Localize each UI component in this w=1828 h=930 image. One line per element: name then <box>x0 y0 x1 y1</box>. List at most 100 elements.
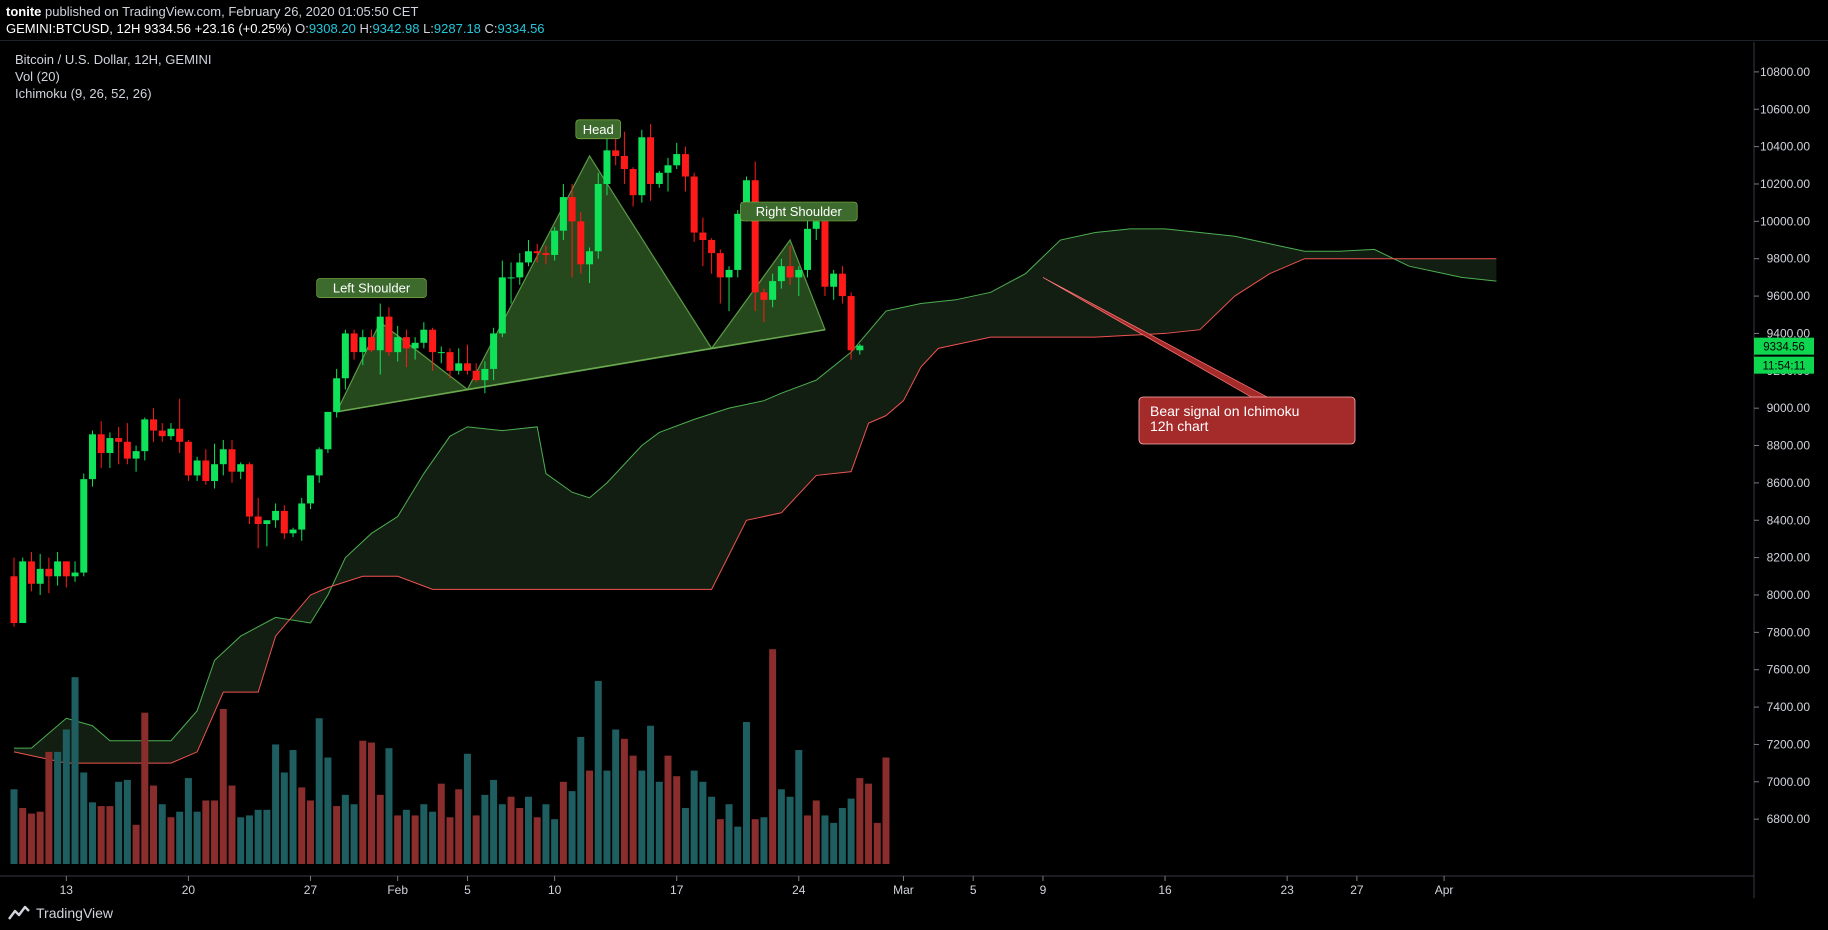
volume-bar <box>368 743 375 864</box>
candle-body <box>813 221 820 228</box>
volume-bar <box>150 786 157 864</box>
legend-ichimoku[interactable]: Ichimoku (9, 26, 52, 26) <box>15 86 152 101</box>
volume-bar <box>560 782 567 864</box>
volume-bar <box>647 726 654 864</box>
tradingview-brand[interactable]: TradingView <box>8 905 113 921</box>
candle-body <box>403 337 410 348</box>
volume-bar <box>516 808 523 864</box>
candle-body <box>141 419 148 451</box>
time-tick-label: 23 <box>1280 883 1294 897</box>
candle-body <box>72 573 79 577</box>
volume-bar <box>385 748 392 864</box>
symbol-label: GEMINI:BTCUSD, 12H <box>6 21 140 36</box>
close-value: 9334.56 <box>498 21 545 36</box>
volume-bar <box>760 817 767 864</box>
candle-body <box>551 231 558 255</box>
candle-body <box>385 317 392 352</box>
candle-body <box>821 221 828 286</box>
candle-body <box>281 511 288 533</box>
candle-body <box>115 438 122 442</box>
volume-bar <box>621 739 628 864</box>
price-tick-label: 10400.00 <box>1760 140 1810 154</box>
volume-bar <box>525 797 532 864</box>
volume-bar <box>499 804 506 864</box>
volume-bar <box>813 800 820 864</box>
candle-body <box>202 460 209 481</box>
volume-bar <box>769 649 776 864</box>
candle-body <box>420 330 427 343</box>
publish-line: tonite published on TradingView.com, Feb… <box>6 4 418 19</box>
candle-body <box>98 434 105 453</box>
volume-bar <box>342 795 349 864</box>
candle-body <box>124 442 131 459</box>
candle-body <box>682 154 689 176</box>
volume-bar <box>246 815 253 864</box>
candle-body <box>560 197 567 231</box>
candle-body <box>106 438 113 453</box>
time-tick-label: Feb <box>387 883 408 897</box>
candle-body <box>778 266 785 281</box>
time-tick-label: 13 <box>60 883 74 897</box>
candle-body <box>211 464 218 481</box>
head-label: Head <box>583 122 614 137</box>
candle-body <box>473 371 480 380</box>
candle-body <box>490 333 497 368</box>
volume-bar <box>830 823 837 864</box>
volume-bar <box>333 806 340 864</box>
candle-body <box>752 180 759 292</box>
candle-body <box>229 449 236 471</box>
candle-body <box>246 464 253 516</box>
chart-canvas[interactable]: Left Shoulder Head Right Shoulder Bear sign… <box>0 42 1828 898</box>
candle-body <box>438 352 445 353</box>
candle-body <box>638 137 645 195</box>
candle-body <box>699 233 706 240</box>
volume-bar <box>752 819 759 864</box>
candle-body <box>80 479 87 572</box>
volume-bar <box>691 771 698 864</box>
high-value: 9342.98 <box>372 21 419 36</box>
price-tick-label: 10800.00 <box>1760 65 1810 79</box>
volume-bar <box>883 758 890 864</box>
time-tick-label: Apr <box>1435 883 1454 897</box>
volume-bar <box>848 799 855 864</box>
author-name[interactable]: tonite <box>6 4 41 19</box>
candle-body <box>769 281 776 300</box>
legend-volume[interactable]: Vol (20) <box>15 69 60 84</box>
time-tick-label: 10 <box>548 883 562 897</box>
candle-body <box>569 197 576 221</box>
volume-bar <box>464 754 471 864</box>
volume-bar <box>237 817 244 864</box>
volume-bar <box>865 784 872 864</box>
candle-body <box>665 165 672 172</box>
candle-body <box>185 442 192 476</box>
candle-body <box>237 464 244 471</box>
volume-bar <box>438 784 445 864</box>
time-tick-label: 16 <box>1158 883 1172 897</box>
volume-bar <box>481 795 488 864</box>
candle-body <box>516 262 523 277</box>
candle-body <box>673 154 680 165</box>
volume-bar <box>316 718 323 864</box>
time-tick-label: 27 <box>1350 883 1364 897</box>
volume-bar <box>551 819 558 864</box>
candle-body <box>760 292 767 299</box>
volume-bar <box>778 789 785 864</box>
candle-body <box>351 333 358 352</box>
volume-bar <box>542 804 549 864</box>
volume-bar <box>612 729 619 864</box>
volume-bar <box>795 750 802 864</box>
volume-bar <box>194 812 201 864</box>
candle-body <box>447 352 454 371</box>
price-axis[interactable]: 10800.00 10600.00 10400.00 10200.00 10000.00… <box>1754 42 1828 898</box>
candle-body <box>481 369 488 380</box>
volume-bar <box>307 800 314 864</box>
candle-body <box>255 517 262 524</box>
candle-body <box>133 451 140 458</box>
volume-bar <box>821 815 828 864</box>
volume-bar <box>595 681 602 864</box>
volume-bar <box>586 771 593 864</box>
volume-bar <box>665 756 672 864</box>
volume-bar <box>11 789 18 864</box>
volume-bar <box>28 814 35 864</box>
time-axis[interactable]: 13 20 27 Feb 5 10 17 24 Mar 5 9 16 23 27 Apr <box>0 876 1754 897</box>
